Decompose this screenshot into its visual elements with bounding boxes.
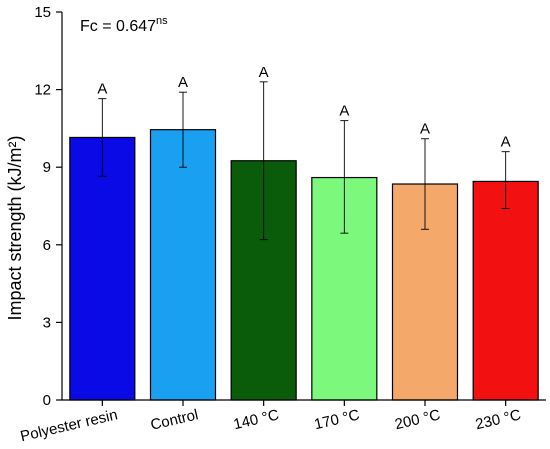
y-tick-label: 3: [43, 314, 51, 331]
significance-letter: A: [420, 121, 430, 138]
x-tick-label: Polyester resin: [19, 406, 119, 445]
significance-letter: A: [501, 134, 511, 151]
significance-letter: A: [339, 103, 349, 120]
x-axis: Polyester resin Control 140 °C 170 °C 200 °C…: [19, 399, 546, 445]
bars: [69, 129, 539, 401]
significance-letters: A A A A A A: [97, 64, 510, 151]
bar: [149, 129, 217, 401]
error-bars: [98, 81, 510, 241]
y-axis-label: Impact strength (kJ/m²): [5, 135, 25, 320]
bar: [69, 136, 136, 401]
y-tick-label: 9: [43, 159, 51, 176]
y-tick-label: 15: [34, 4, 51, 21]
fc-annotation-superscript: ns: [156, 15, 168, 27]
y-tick-label: 12: [34, 82, 51, 99]
fc-annotation: Fc = 0.647ns: [80, 15, 168, 35]
bar: [472, 180, 539, 401]
x-tick-label: 230 °C: [474, 406, 523, 433]
x-tick-label: 140 °C: [232, 406, 281, 433]
y-axis: 0 3 6 9 12 15: [34, 4, 63, 409]
significance-letter: A: [97, 81, 107, 98]
fc-annotation-text: Fc = 0.647: [80, 18, 156, 35]
x-tick-label: 170 °C: [313, 406, 362, 433]
y-tick-label: 0: [43, 392, 51, 409]
significance-letter: A: [178, 74, 188, 91]
x-tick-label: Control: [149, 406, 200, 433]
x-tick-label: 200 °C: [393, 406, 442, 433]
y-tick-label: 6: [43, 237, 51, 254]
significance-letter: A: [259, 64, 269, 81]
